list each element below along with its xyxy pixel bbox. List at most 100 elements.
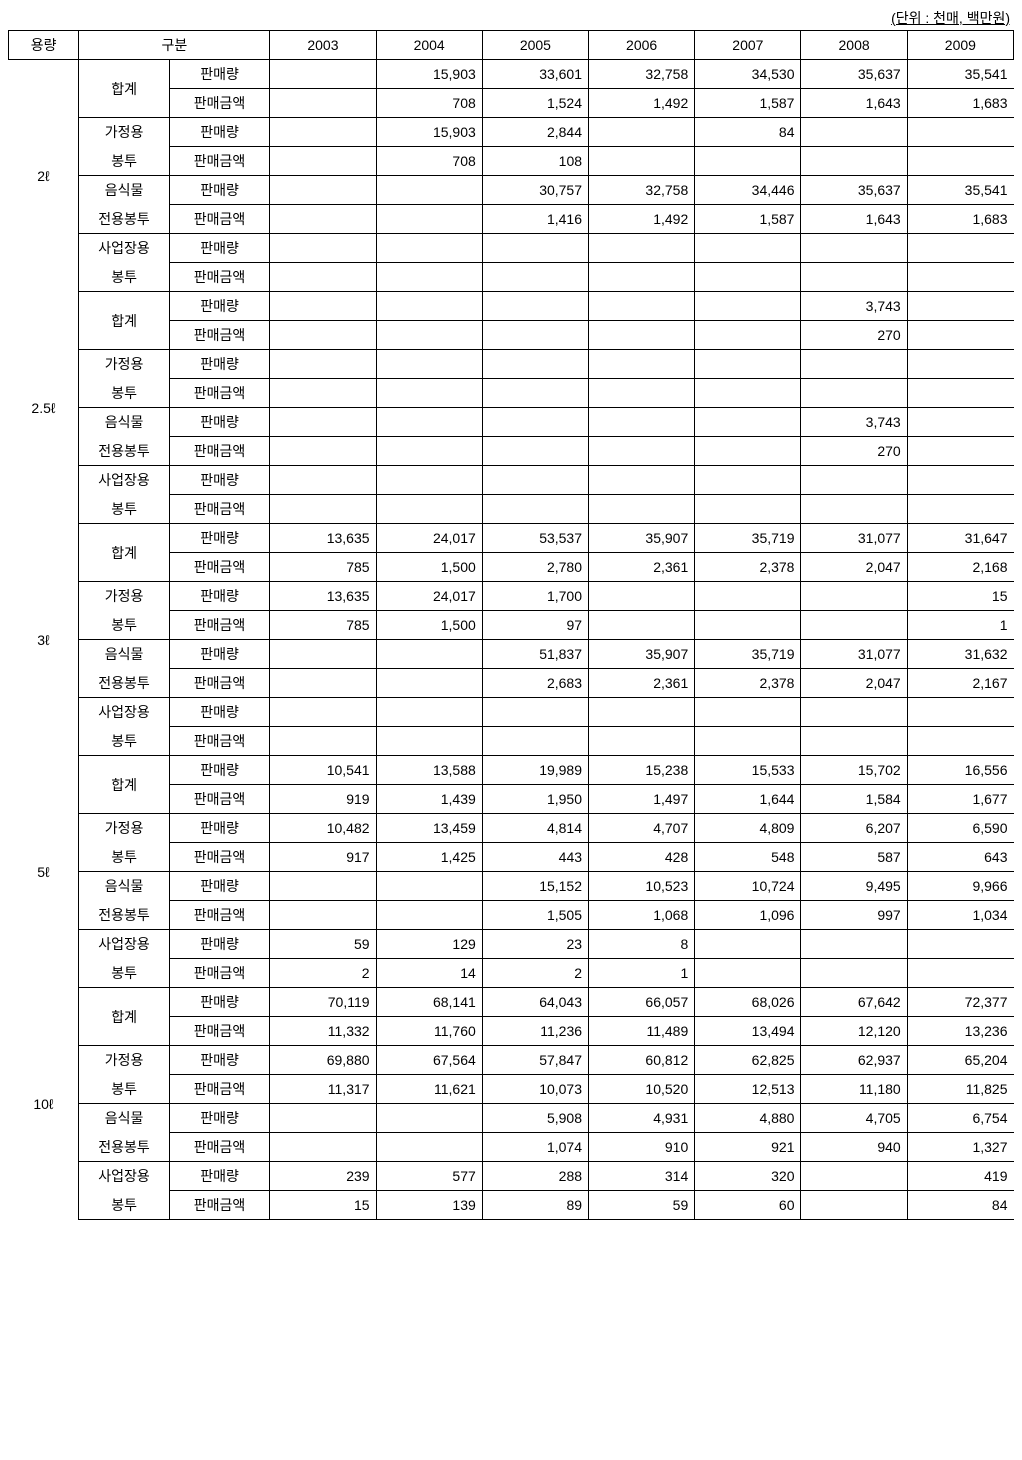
table-row: 사업장용판매량 — [9, 234, 1014, 263]
subcat-cell: 합계 — [79, 756, 169, 814]
value-cell: 11,760 — [376, 1017, 482, 1046]
value-cell — [907, 292, 1013, 321]
value-cell — [589, 147, 695, 176]
value-cell — [482, 408, 588, 437]
subcat-cell: 합계 — [79, 292, 169, 350]
value-cell: 53,537 — [482, 524, 588, 553]
value-cell — [907, 321, 1013, 350]
metric-cell: 판매량 — [169, 234, 270, 263]
value-cell: 643 — [907, 843, 1013, 872]
value-cell — [695, 611, 801, 640]
subcat-cell: 봉투 — [79, 495, 169, 524]
value-cell: 1,700 — [482, 582, 588, 611]
metric-cell: 판매금액 — [169, 321, 270, 350]
value-cell: 11,489 — [589, 1017, 695, 1046]
value-cell — [376, 901, 482, 930]
value-cell: 13,494 — [695, 1017, 801, 1046]
table-row: 봉투판매금액1513989596084 — [9, 1191, 1014, 1220]
value-cell: 19,989 — [482, 756, 588, 785]
metric-cell: 판매금액 — [169, 1017, 270, 1046]
metric-cell: 판매금액 — [169, 553, 270, 582]
value-cell: 33,601 — [482, 60, 588, 89]
subcat-cell: 봉투 — [79, 959, 169, 988]
metric-cell: 판매량 — [169, 872, 270, 901]
metric-cell: 판매량 — [169, 350, 270, 379]
value-cell: 11,332 — [270, 1017, 376, 1046]
value-cell: 577 — [376, 1162, 482, 1191]
value-cell — [270, 350, 376, 379]
value-cell: 84 — [695, 118, 801, 147]
subcat-cell: 사업장용 — [79, 234, 169, 263]
value-cell: 84 — [907, 1191, 1013, 1220]
subcat-cell: 가정용 — [79, 350, 169, 379]
value-cell: 31,077 — [801, 640, 907, 669]
subcat-cell: 합계 — [79, 60, 169, 118]
subcat-cell: 봉투 — [79, 147, 169, 176]
value-cell: 4,880 — [695, 1104, 801, 1133]
value-cell: 785 — [270, 611, 376, 640]
value-cell: 35,719 — [695, 524, 801, 553]
metric-cell: 판매량 — [169, 756, 270, 785]
value-cell — [801, 263, 907, 292]
value-cell: 11,236 — [482, 1017, 588, 1046]
col-year: 2008 — [801, 31, 907, 60]
value-cell: 11,825 — [907, 1075, 1013, 1104]
metric-cell: 판매금액 — [169, 495, 270, 524]
metric-cell: 판매량 — [169, 1046, 270, 1075]
value-cell — [482, 466, 588, 495]
value-cell — [270, 669, 376, 698]
value-cell: 288 — [482, 1162, 588, 1191]
value-cell — [376, 640, 482, 669]
subcat-cell: 사업장용 — [79, 1162, 169, 1191]
value-cell — [482, 321, 588, 350]
value-cell: 34,530 — [695, 60, 801, 89]
value-cell: 15,238 — [589, 756, 695, 785]
value-cell — [589, 292, 695, 321]
metric-cell: 판매량 — [169, 640, 270, 669]
subcat-cell: 음식물 — [79, 1104, 169, 1133]
value-cell: 64,043 — [482, 988, 588, 1017]
value-cell: 239 — [270, 1162, 376, 1191]
value-cell: 67,564 — [376, 1046, 482, 1075]
metric-cell: 판매금액 — [169, 611, 270, 640]
value-cell — [695, 263, 801, 292]
value-cell: 1,683 — [907, 205, 1013, 234]
value-cell — [270, 408, 376, 437]
table-row: 사업장용판매량239577288314320419 — [9, 1162, 1014, 1191]
table-row: 봉투판매금액708108 — [9, 147, 1014, 176]
value-cell — [695, 321, 801, 350]
metric-cell: 판매금액 — [169, 843, 270, 872]
value-cell — [589, 437, 695, 466]
value-cell — [907, 379, 1013, 408]
value-cell: 11,317 — [270, 1075, 376, 1104]
capacity-cell: 10ℓ — [9, 988, 79, 1220]
value-cell — [695, 466, 801, 495]
value-cell — [376, 437, 482, 466]
value-cell: 3,743 — [801, 292, 907, 321]
value-cell — [695, 292, 801, 321]
col-capacity: 용량 — [9, 31, 79, 60]
metric-cell: 판매금액 — [169, 147, 270, 176]
value-cell — [376, 669, 482, 698]
value-cell — [589, 350, 695, 379]
metric-cell: 판매량 — [169, 60, 270, 89]
subcat-cell: 봉투 — [79, 843, 169, 872]
value-cell — [589, 727, 695, 756]
table-row: 봉투판매금액11,31711,62110,07310,52012,51311,1… — [9, 1075, 1014, 1104]
value-cell — [801, 495, 907, 524]
metric-cell: 판매금액 — [169, 205, 270, 234]
value-cell: 15,903 — [376, 60, 482, 89]
col-category: 구분 — [79, 31, 270, 60]
value-cell — [907, 930, 1013, 959]
value-cell — [270, 466, 376, 495]
value-cell: 9,966 — [907, 872, 1013, 901]
value-cell — [270, 872, 376, 901]
value-cell — [589, 263, 695, 292]
value-cell: 68,026 — [695, 988, 801, 1017]
value-cell — [589, 698, 695, 727]
value-cell: 2,683 — [482, 669, 588, 698]
value-cell: 12,513 — [695, 1075, 801, 1104]
table-row: 가정용판매량15,9032,84484 — [9, 118, 1014, 147]
table-row: 봉투판매금액21421 — [9, 959, 1014, 988]
subcat-cell: 전용봉투 — [79, 1133, 169, 1162]
